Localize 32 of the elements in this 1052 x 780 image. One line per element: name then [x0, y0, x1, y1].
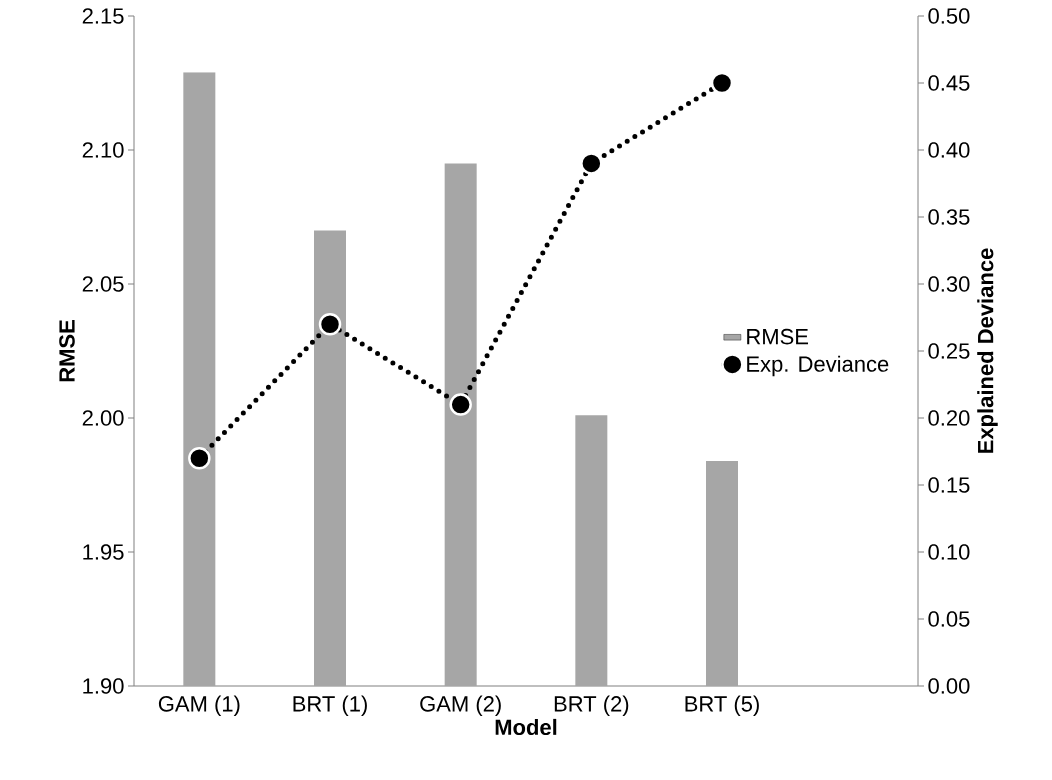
y2-tick-label: 0.20	[928, 410, 970, 426]
legend-label: Exp. Deviance	[747, 355, 889, 377]
y-tick-label: 2.05	[82, 276, 124, 292]
y-tick-label: 2.00	[82, 410, 124, 426]
y2-tick-label: 0.35	[928, 209, 970, 225]
x-tick-label: GAM (2)	[420, 695, 501, 717]
y-tick-label: 1.95	[83, 544, 124, 560]
y2-tick-label: 0.30	[928, 276, 970, 292]
y2-tick-label: 0.00	[928, 678, 970, 694]
y2-axis-title: Explained Deviance	[977, 248, 998, 453]
y2-tick-label: 0.25	[928, 343, 970, 359]
y2-tick-label: 0.45	[928, 75, 970, 91]
y-axis-title: RMSE	[59, 320, 75, 382]
y2-tick-label: 0.05	[928, 611, 970, 627]
point	[710, 71, 734, 95]
x-axis-title: Model	[495, 718, 557, 736]
y2-tick-label: 0.10	[928, 544, 970, 560]
y-tick-label: 2.15	[82, 8, 124, 24]
point	[580, 152, 603, 175]
point	[188, 446, 211, 470]
x-tick-label: BRT (5)	[685, 695, 759, 717]
y2-tick-label: 0.15	[928, 477, 970, 493]
x-tick-label: BRT (2)	[554, 695, 629, 717]
x-tick-label: BRT (1)	[293, 695, 367, 717]
y2-tick-label: 0.40	[928, 142, 970, 158]
x-tick-label: GAM (1)	[158, 695, 240, 717]
y-tick-label: 2.10	[82, 142, 124, 158]
legend-label: RMSE	[747, 328, 809, 345]
y2-tick-label: 0.50	[928, 8, 970, 24]
y-tick-label: 1.90	[83, 678, 124, 694]
point	[449, 393, 472, 416]
point	[318, 312, 342, 336]
